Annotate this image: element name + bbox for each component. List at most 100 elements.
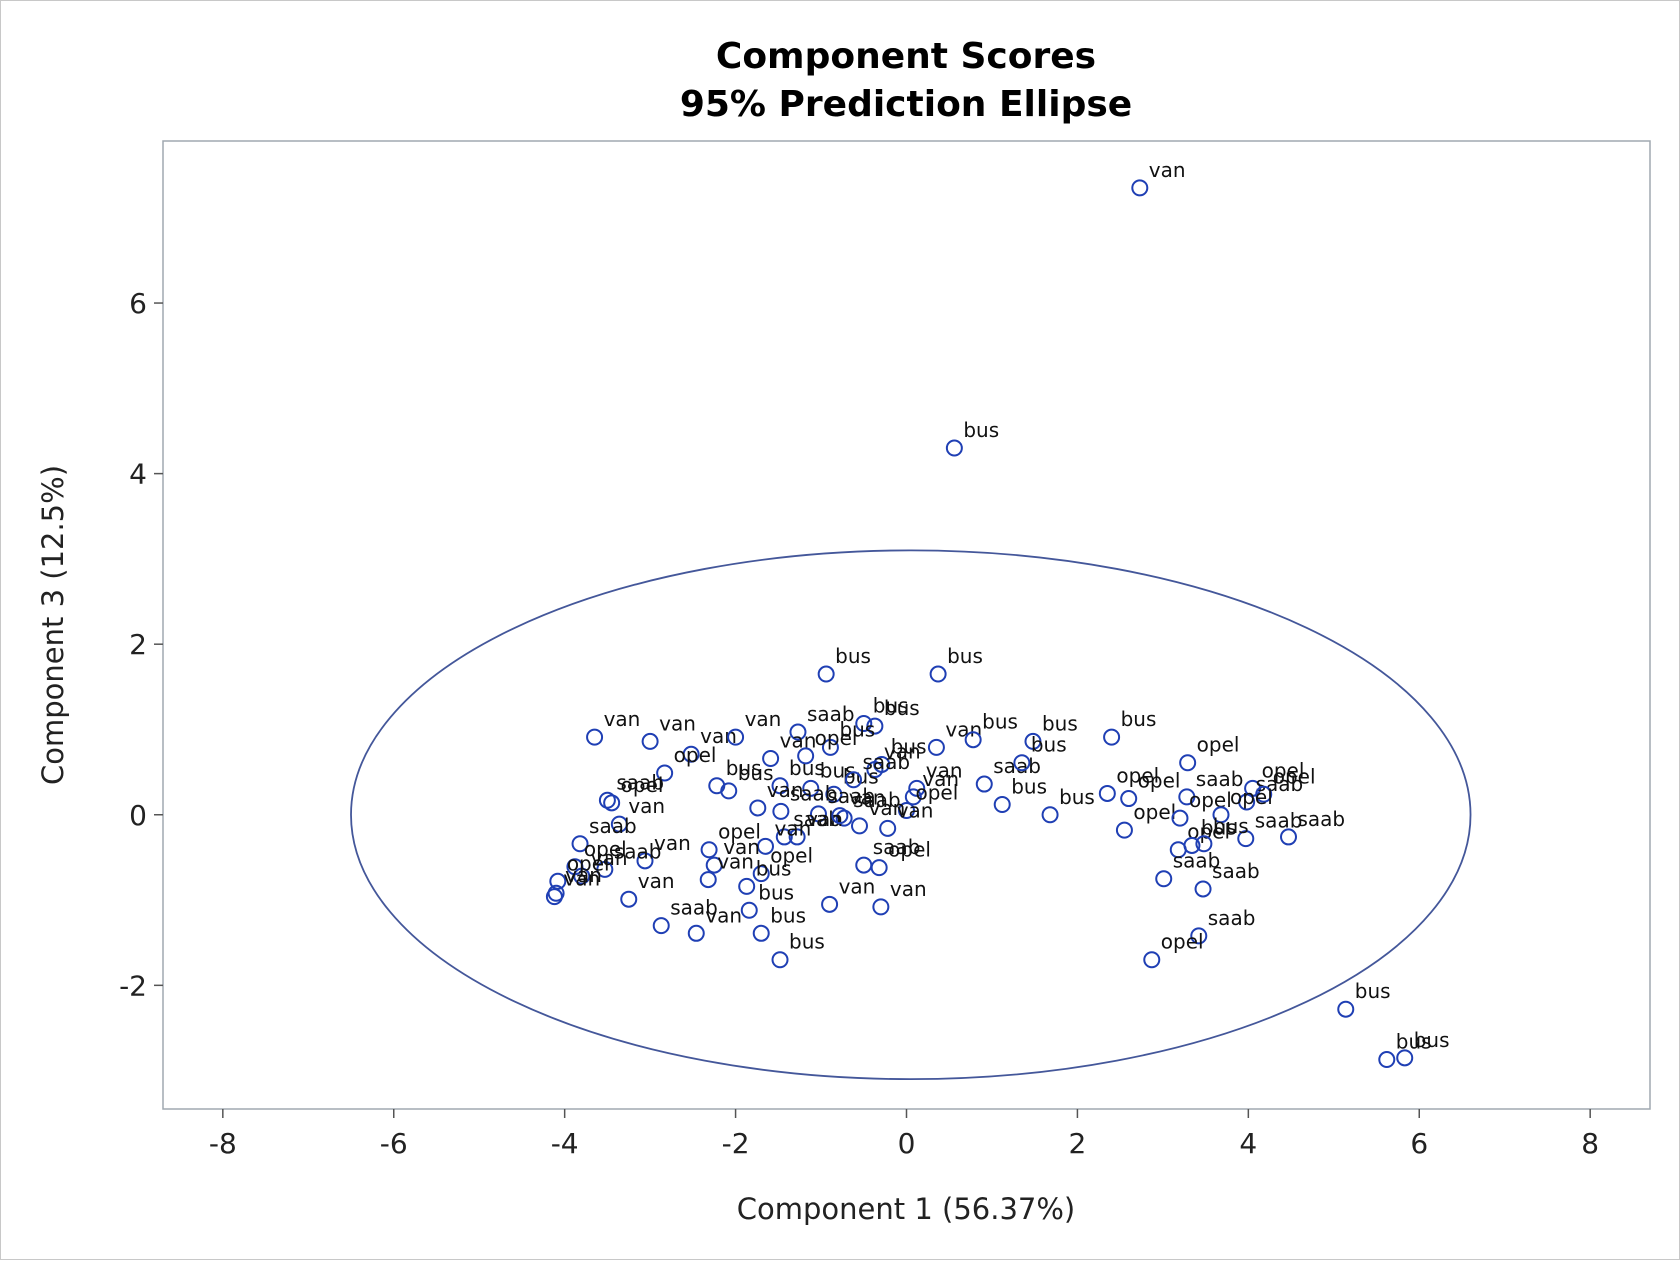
x-axis-ticks: -8 -6 -4 -2 0 2 4 6 8 bbox=[209, 1109, 1599, 1160]
data-point bbox=[771, 951, 789, 969]
data-point-label: opel bbox=[1116, 763, 1159, 787]
data-point bbox=[775, 828, 793, 846]
x-tick-label: -2 bbox=[722, 1127, 750, 1160]
data-point bbox=[993, 796, 1011, 814]
data-point bbox=[870, 859, 888, 877]
data-point-label: bus bbox=[1201, 815, 1237, 839]
data-point-label: saab bbox=[827, 784, 875, 808]
data-point-label: van bbox=[654, 831, 691, 855]
data-point bbox=[1178, 788, 1196, 806]
data-point-label: saab bbox=[589, 814, 637, 838]
data-point bbox=[872, 898, 890, 916]
data-point bbox=[740, 901, 758, 919]
prediction-ellipse-layer bbox=[350, 549, 1472, 1081]
data-point bbox=[1194, 880, 1212, 898]
data-point-label: van bbox=[628, 794, 665, 818]
data-point bbox=[1280, 828, 1298, 846]
data-point bbox=[596, 860, 614, 878]
data-point bbox=[652, 917, 670, 935]
y-axis-label: Component 3 (12.5%) bbox=[36, 465, 70, 785]
data-point bbox=[831, 807, 849, 825]
x-axis-label: Component 1 (56.37%) bbox=[737, 1192, 1075, 1226]
data-point-label: saab bbox=[807, 702, 855, 726]
data-point bbox=[756, 837, 774, 855]
data-point bbox=[1024, 732, 1042, 750]
data-point bbox=[1171, 809, 1189, 827]
data-point bbox=[1041, 806, 1059, 824]
data-point-label: van bbox=[890, 877, 927, 901]
data-point-label: bus bbox=[789, 930, 825, 954]
data-point-label: opel bbox=[1197, 733, 1240, 757]
data-point-label: bus bbox=[891, 734, 927, 758]
data-point-label: bus bbox=[1031, 733, 1067, 757]
data-point-label: saab bbox=[1255, 809, 1303, 833]
x-tick-label: -4 bbox=[551, 1127, 579, 1160]
y-axis-ticks: -2 0 2 4 6 bbox=[119, 287, 163, 1002]
data-point bbox=[1179, 754, 1197, 772]
data-point-label: van bbox=[723, 835, 760, 859]
data-point-label: bus bbox=[884, 696, 920, 720]
data-point bbox=[610, 815, 628, 833]
data-point-label: van bbox=[897, 798, 934, 822]
y-tick-label: 6 bbox=[129, 287, 147, 320]
data-point-label: saab bbox=[614, 839, 662, 863]
data-point-label: van bbox=[884, 740, 921, 764]
data-point bbox=[1337, 1000, 1355, 1018]
data-point-label: van bbox=[926, 758, 963, 782]
data-point-label: bus bbox=[873, 694, 909, 718]
data-point-label: saab bbox=[1256, 772, 1304, 796]
data-point bbox=[656, 764, 674, 782]
data-point-label: bus bbox=[835, 644, 871, 668]
x-tick-label: 4 bbox=[1239, 1127, 1257, 1160]
data-point bbox=[545, 888, 563, 906]
data-point-label: opel bbox=[1187, 820, 1230, 844]
data-point bbox=[945, 439, 963, 457]
data-point-label: van bbox=[767, 778, 804, 802]
data-point bbox=[1190, 927, 1208, 945]
x-tick-label: -6 bbox=[380, 1127, 408, 1160]
prediction-ellipse bbox=[350, 549, 1472, 1081]
data-point bbox=[789, 723, 807, 741]
data-point-label: opel bbox=[1161, 930, 1204, 954]
data-point bbox=[1396, 1049, 1414, 1067]
data-point bbox=[772, 802, 790, 820]
data-point bbox=[879, 819, 897, 837]
data-point bbox=[738, 877, 756, 895]
data-point-label: van bbox=[591, 846, 628, 870]
data-point bbox=[1255, 785, 1273, 803]
data-point-label: opel bbox=[888, 838, 931, 862]
data-point bbox=[727, 728, 745, 746]
data-point bbox=[1143, 951, 1161, 969]
data-point bbox=[908, 779, 926, 797]
x-tick-label: 8 bbox=[1581, 1127, 1599, 1160]
data-point-label: van bbox=[868, 796, 905, 820]
data-point bbox=[975, 775, 993, 793]
data-point-label: van bbox=[604, 707, 641, 731]
data-point bbox=[687, 924, 705, 942]
data-point-label: van bbox=[638, 869, 675, 893]
data-point-label: opel bbox=[584, 837, 627, 861]
data-point-label: saab bbox=[1173, 849, 1221, 873]
data-point-label: saab bbox=[853, 788, 901, 812]
data-point-label: saab bbox=[790, 781, 838, 805]
data-point bbox=[549, 872, 567, 890]
data-point-label: van bbox=[717, 850, 754, 874]
y-tick-label: 2 bbox=[129, 628, 147, 661]
data-point-label: saab bbox=[873, 835, 921, 859]
data-point bbox=[586, 728, 604, 746]
data-point bbox=[1103, 728, 1121, 746]
data-point-label: bus bbox=[758, 880, 794, 904]
data-point-label: opel bbox=[815, 726, 858, 750]
data-point bbox=[1195, 835, 1213, 853]
chart-title: Component Scores bbox=[716, 36, 1096, 77]
data-point bbox=[771, 777, 789, 795]
data-point-label: saab bbox=[616, 770, 664, 794]
data-point bbox=[620, 890, 638, 908]
plot-area bbox=[162, 140, 1651, 1110]
data-point bbox=[898, 801, 915, 819]
data-point bbox=[845, 771, 863, 789]
data-point-label: van bbox=[922, 767, 959, 791]
data-point bbox=[1120, 790, 1138, 808]
